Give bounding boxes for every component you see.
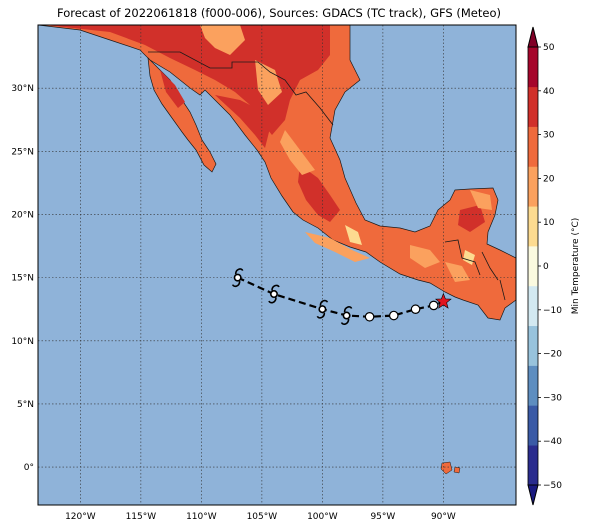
forecast-point-circle-icon — [428, 300, 439, 311]
lon-tick-label: 90°W — [431, 512, 456, 522]
lon-tick-label: 115°W — [126, 512, 157, 522]
forecast-point-circle-icon — [364, 311, 375, 322]
forecast-point-circle-icon — [388, 310, 399, 321]
lon-tick-label: 95°W — [370, 512, 395, 522]
colorbar-tick-label: 20 — [543, 174, 555, 184]
colorbar-tick-label: 0 — [543, 262, 549, 272]
colorbar-band — [528, 47, 538, 88]
colorbar-band — [528, 246, 538, 287]
forecast-point-circle-icon — [410, 304, 421, 315]
colorbar-tick-label: −20 — [543, 350, 562, 360]
cyclone-symbol-icon — [316, 299, 329, 319]
colorbar-tick-label: −40 — [543, 437, 562, 447]
temperature-hot-zones — [45, 25, 485, 232]
lat-tick-label: 5°N — [17, 400, 34, 410]
gridlines — [38, 25, 516, 505]
map-frame — [37, 24, 517, 506]
latitude-labels: 30°N 25°N 20°N 15°N 10°N 5°N 0° — [11, 84, 34, 473]
colorbar-extend-high — [527, 26, 539, 48]
colorbar-band — [528, 365, 538, 406]
colorbar-band — [528, 126, 538, 167]
colorbar: 50 40 30 20 10 0 −10 −20 −30 −40 −50 Min Temperatu… — [527, 26, 581, 506]
colorbar-band — [528, 166, 538, 207]
colorbar-tick-label: −10 — [543, 306, 562, 316]
lat-tick-label: 0° — [24, 463, 34, 473]
cyclone-symbol-icon — [231, 268, 244, 288]
colorbar-band — [528, 325, 538, 366]
colorbar-label: Min Temperature (°C) — [571, 218, 581, 315]
colorbar-tick-label: 50 — [543, 43, 555, 53]
colorbar-tick-label: 30 — [543, 131, 555, 141]
temperature-mild-zones — [200, 25, 492, 282]
lat-tick-label: 10°N — [11, 337, 34, 347]
lat-tick-label: 30°N — [11, 84, 34, 94]
colorbar-tick-label: 10 — [543, 218, 555, 228]
colorbar-tick-label: −50 — [543, 481, 562, 491]
country-borders — [148, 51, 506, 301]
longitude-labels: 120°W 115°W 110°W 105°W 100°W 95°W 90°W — [65, 512, 456, 522]
current-position-star-icon — [434, 292, 452, 309]
lat-tick-label: 15°N — [11, 274, 34, 284]
lat-tick-label: 20°N — [11, 210, 34, 220]
colorbar-band — [528, 405, 538, 446]
cyclone-symbol-icon — [268, 284, 280, 304]
colorbar-tick-label: 40 — [543, 87, 555, 97]
colorbar-band — [528, 445, 538, 486]
cyclone-track — [231, 268, 452, 325]
lon-tick-label: 110°W — [186, 512, 217, 522]
colorbar-band — [528, 285, 538, 327]
lon-tick-label: 100°W — [307, 512, 338, 522]
colorbar-tick-label: −30 — [543, 393, 562, 403]
colorbar-extend-low — [527, 484, 539, 506]
lat-tick-label: 25°N — [11, 147, 34, 157]
lon-tick-label: 105°W — [247, 512, 278, 522]
cyclone-symbol-icon — [340, 306, 353, 325]
colorbar-band — [528, 206, 538, 247]
figure-title: Forecast of 2022061818 (f000-006), Sourc… — [57, 6, 501, 20]
lon-tick-label: 120°W — [65, 512, 96, 522]
colorbar-band — [528, 86, 538, 127]
